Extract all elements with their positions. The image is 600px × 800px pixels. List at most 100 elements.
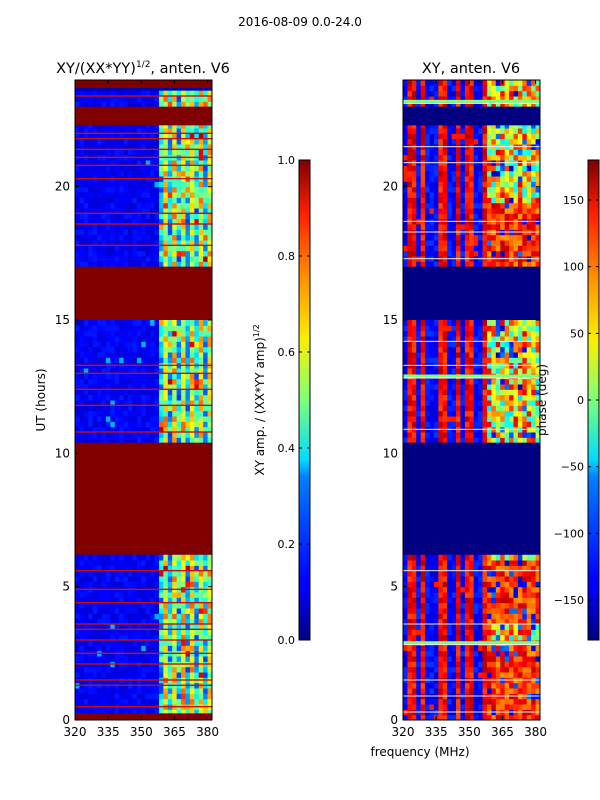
phase-cell: [478, 613, 484, 620]
amp-cell: [163, 218, 169, 225]
amp-cell: [181, 165, 186, 172]
amp-cell: [163, 240, 169, 246]
phase-cell: [473, 154, 479, 161]
amp-cell: [150, 421, 156, 428]
phase-cell: [482, 645, 488, 652]
amp-cell: [181, 698, 186, 705]
phase-cell: [460, 181, 466, 188]
phase-cell: [491, 437, 497, 444]
amp-cell: [132, 144, 138, 150]
amp-cell: [150, 320, 156, 326]
phase-cell: [442, 192, 448, 198]
phase-cell: [500, 394, 506, 401]
amp-cell: [114, 218, 120, 225]
amp-cell: [194, 618, 200, 625]
phase-cell: [451, 704, 457, 710]
amp-cell: [181, 581, 186, 588]
amp-cell: [189, 261, 195, 268]
phase-cell: [495, 714, 501, 720]
amp-cell: [83, 197, 89, 204]
amp-cell: [110, 400, 116, 406]
amp-cell: [119, 96, 125, 102]
phase-cell: [469, 368, 475, 374]
phase-cell: [451, 181, 457, 188]
amp-cell: [123, 570, 129, 577]
phase-cell: [526, 400, 532, 406]
phase-cell: [517, 624, 523, 630]
amp-cell: [172, 629, 178, 636]
amp-cell: [181, 341, 186, 348]
phase-cell: [526, 192, 532, 198]
amp-cell: [176, 192, 182, 198]
amp-cell: [92, 640, 98, 646]
phase-cell: [500, 592, 506, 598]
amp-cell: [92, 186, 98, 193]
phase-cell: [403, 261, 408, 268]
phase-cell: [482, 613, 488, 620]
amp-cell: [163, 592, 169, 598]
amp-cell: [128, 256, 133, 262]
amp-cell: [75, 640, 80, 646]
amp-cell: [97, 645, 103, 652]
amp-cell: [110, 250, 116, 257]
phase-cell: [486, 629, 492, 636]
amp-cell: [97, 634, 103, 641]
phase-cell: [429, 176, 435, 182]
phase-cell: [464, 336, 470, 342]
amp-cell: [136, 613, 142, 620]
phase-cell: [460, 432, 466, 438]
phase-cell: [486, 389, 492, 396]
amp-cell: [105, 165, 111, 172]
amp-cell: [132, 357, 138, 364]
amp-cell: [110, 693, 116, 700]
phase-cell: [451, 165, 457, 172]
amp-cell: [79, 570, 85, 577]
phase-cell: [509, 176, 514, 182]
phase-cell: [438, 565, 444, 572]
amp-cell: [176, 352, 182, 358]
amp-cell: [145, 128, 151, 134]
phase-cell: [473, 357, 479, 364]
amp-cell: [128, 170, 133, 177]
phase-cell: [469, 634, 475, 641]
phase-cell: [473, 170, 479, 177]
amp-cell: [150, 133, 156, 140]
amp-cell: [185, 224, 191, 230]
amp-cell: [154, 602, 160, 609]
amp-cell: [145, 368, 151, 374]
amp-cell: [154, 213, 160, 220]
amp-cell: [198, 128, 204, 134]
phase-cell: [411, 394, 417, 401]
amp-cell: [150, 613, 156, 620]
phase-cell: [473, 410, 479, 417]
phase-cell: [513, 394, 519, 401]
amp-cell: [88, 256, 94, 262]
phase-cell: [531, 586, 537, 593]
amp-cell: [83, 330, 89, 337]
phase-cell: [464, 165, 470, 172]
amp-cell: [189, 581, 195, 588]
phase-cell: [442, 405, 448, 412]
phase-cell: [420, 330, 426, 337]
amp-cell: [207, 554, 212, 561]
amp-cell: [189, 426, 195, 433]
amp-cell: [176, 325, 182, 332]
phase-cell: [403, 170, 408, 177]
phase-cell: [464, 394, 470, 401]
phase-cell: [486, 714, 492, 720]
amp-cell: [119, 672, 125, 678]
amp-cell: [181, 389, 186, 396]
amp-cell: [114, 672, 120, 678]
amp-cell: [176, 101, 182, 108]
amp-cell: [123, 96, 129, 102]
phase-cell: [482, 384, 488, 390]
phase-cell: [509, 400, 514, 406]
phase-cell: [526, 405, 532, 412]
amp-cell: [83, 325, 89, 332]
amp-cell: [119, 645, 125, 652]
phase-cell: [513, 597, 519, 604]
phase-cell: [531, 613, 537, 620]
phase-cell: [473, 250, 479, 257]
phase-cell: [411, 560, 417, 566]
amp-cell: [167, 560, 173, 566]
